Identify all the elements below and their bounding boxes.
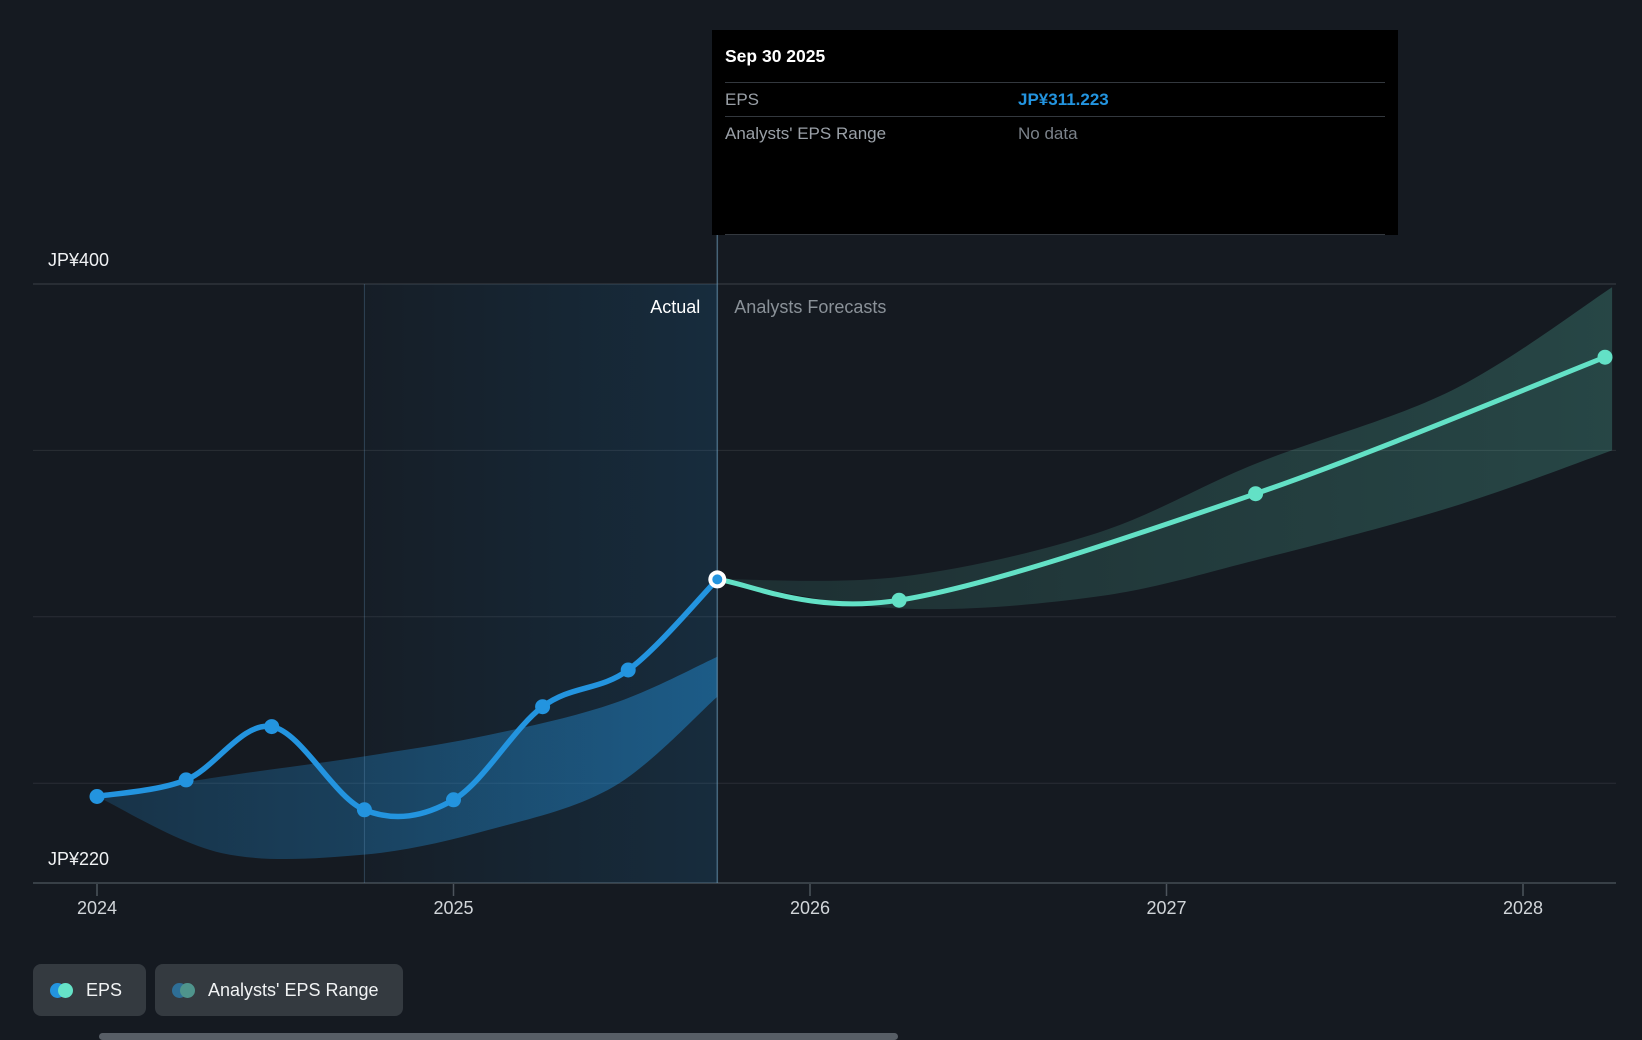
tooltip-range-value: No data (1018, 123, 1078, 143)
range-teal-dot-icon (180, 982, 196, 998)
actual-zone-label: Actual (650, 297, 701, 317)
eps-teal-dot-icon (58, 982, 73, 998)
tooltip-range-label: Analysts' EPS Range (725, 123, 887, 143)
x-axis-label: 2025 (433, 898, 474, 918)
legend-label-analysts-eps-range: Analysts' EPS Range (208, 979, 379, 1000)
eps-actual-point[interactable] (535, 699, 551, 715)
legend-item-eps[interactable]: EPS (33, 964, 147, 1016)
tooltip: Sep 30 2025 EPS JP¥311.223 Analysts' EPS… (712, 30, 1398, 235)
forecast-zone-label: Analysts Forecasts (734, 297, 887, 317)
tooltip-date: Sep 30 2025 (725, 45, 826, 66)
eps-forecast-point[interactable] (1248, 486, 1264, 502)
tooltip-eps-value: JP¥311.223 (1018, 89, 1109, 109)
tooltip-spacer (725, 150, 1385, 234)
legend-label-eps: EPS (86, 979, 123, 1000)
y-axis-label-bottom: JP¥220 (48, 849, 110, 869)
eps-actual-point[interactable] (446, 792, 461, 808)
tooltip-divider (725, 234, 1385, 235)
x-axis-label: 2027 (1146, 898, 1187, 918)
horizontal-scrollbar-thumb[interactable] (99, 1033, 898, 1040)
eps-actual-point[interactable] (89, 789, 105, 804)
legend-item-analysts-eps-range[interactable]: Analysts' EPS Range (155, 964, 403, 1016)
tooltip-divider (725, 82, 1385, 83)
eps-current-point[interactable] (712, 574, 723, 585)
analysts-eps-range-band (717, 287, 1613, 610)
eps-forecast-point[interactable] (891, 592, 907, 608)
tooltip-divider (725, 116, 1385, 117)
eps-legend-swatch-icon (50, 982, 73, 998)
x-axis-label: 2026 (789, 898, 831, 918)
x-axis-label: 2028 (1502, 898, 1544, 918)
last-year-highlight-region (364, 284, 718, 883)
data-points (89, 349, 1613, 818)
eps-actual-point[interactable] (264, 719, 280, 735)
y-axis-label-top: JP¥400 (48, 250, 110, 270)
tooltip-row-eps: EPS JP¥311.223 (725, 83, 1385, 116)
x-axis-label: 2024 (76, 898, 118, 918)
eps-forecast-line (714, 354, 1608, 607)
eps-actual-point[interactable] (356, 802, 372, 818)
range-legend-swatch-icon (172, 982, 196, 998)
eps-forecast-point[interactable] (1597, 349, 1613, 365)
eps-actual-point[interactable] (178, 772, 194, 788)
tooltip-row-range: Analysts' EPS Range No data (725, 117, 1385, 150)
tooltip-eps-label: EPS (725, 89, 760, 109)
eps-actual-point[interactable] (620, 662, 636, 678)
legend: EPS Analysts' EPS Range (33, 964, 403, 1016)
